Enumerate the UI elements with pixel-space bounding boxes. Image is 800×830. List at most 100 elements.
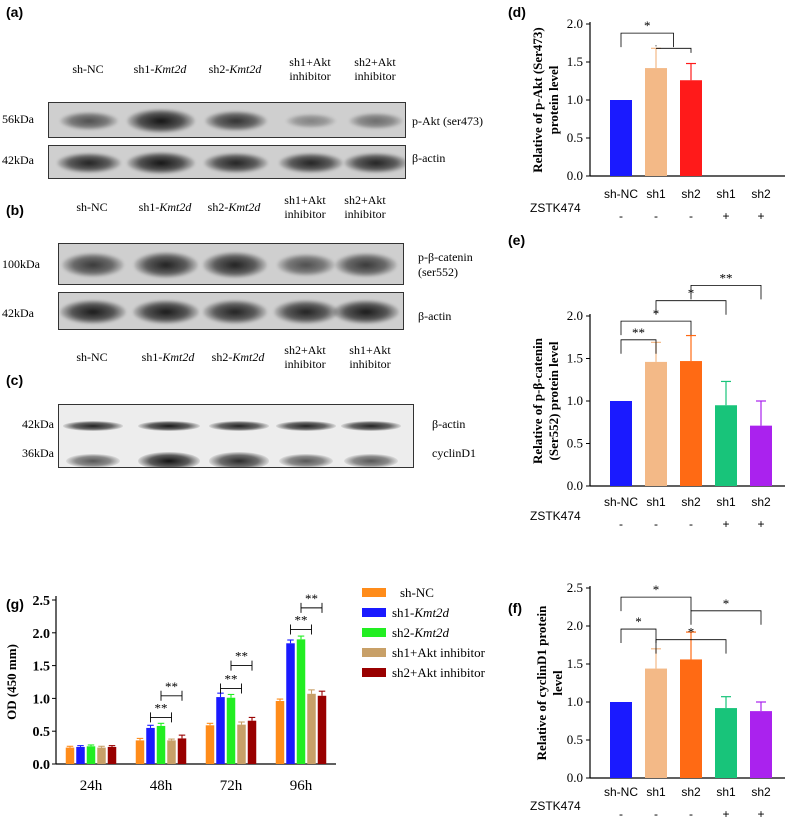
western-band bbox=[343, 453, 399, 467]
western-band bbox=[332, 300, 399, 324]
molecular-weight-label: 42kDa bbox=[2, 306, 34, 320]
lane-label-line2: inhibitor bbox=[354, 69, 396, 83]
western-band bbox=[273, 300, 339, 324]
y-tick-label: 1.5 bbox=[33, 660, 51, 675]
blot-membrane bbox=[58, 292, 404, 330]
x-category-label: sh1 bbox=[646, 495, 666, 509]
lane-label-prefix: sh-NC bbox=[76, 350, 108, 364]
bar bbox=[76, 746, 85, 764]
treatment-sign: + bbox=[757, 517, 764, 531]
western-band bbox=[203, 152, 269, 174]
bar bbox=[135, 740, 145, 764]
y-tick-label: 1.0 bbox=[33, 692, 51, 707]
lane-label-prefix: sh2+Akt bbox=[284, 343, 326, 357]
western-band bbox=[275, 421, 337, 431]
y-tick-label: 2.5 bbox=[567, 580, 583, 595]
y-tick-label: 1.0 bbox=[567, 694, 583, 709]
treatment-label: ZSTK474 bbox=[530, 509, 581, 523]
y-tick-label: 1.0 bbox=[567, 393, 583, 408]
treatment-sign: - bbox=[654, 517, 658, 531]
lane-label-prefix: sh-NC bbox=[76, 200, 108, 214]
bar bbox=[680, 80, 702, 176]
treatment-sign: - bbox=[654, 209, 658, 223]
lane-label-prefix: sh2- bbox=[207, 200, 229, 214]
bar bbox=[645, 361, 667, 486]
lane-label-prefix: sh2+Akt bbox=[354, 55, 396, 69]
y-tick-label: 0.0 bbox=[567, 770, 583, 785]
bar bbox=[97, 747, 106, 764]
y-tick-label: 2.0 bbox=[567, 308, 583, 323]
lane-label-prefix: sh2- bbox=[208, 62, 230, 76]
bar bbox=[65, 747, 75, 764]
significance-marker: ** bbox=[235, 649, 248, 664]
y-axis-title: OD (450 mm) bbox=[4, 644, 19, 720]
significance-bracket bbox=[690, 285, 762, 300]
bar bbox=[226, 697, 236, 764]
lane-label-prefix: sh1+Akt bbox=[284, 193, 326, 207]
significance-marker: * bbox=[723, 596, 730, 611]
significance-marker: * bbox=[688, 625, 695, 640]
lane-label: sh1+Akt inhibitor bbox=[270, 55, 350, 83]
western-band bbox=[202, 300, 268, 324]
bar bbox=[645, 668, 667, 778]
western-band bbox=[343, 152, 405, 174]
lane-label: sh2-Kmt2d bbox=[198, 350, 278, 364]
x-category-label: sh2 bbox=[751, 187, 771, 201]
significance-marker: * bbox=[653, 582, 660, 597]
bar bbox=[610, 702, 632, 778]
western-band bbox=[137, 451, 201, 467]
significance-bracket bbox=[620, 32, 674, 48]
y-tick-label: 0.0 bbox=[567, 168, 583, 183]
western-band bbox=[127, 109, 195, 133]
western-band bbox=[56, 152, 122, 174]
y-tick-label: 0.5 bbox=[567, 732, 583, 747]
protein-label: cyclinD1 bbox=[432, 446, 476, 460]
significance-marker: ** bbox=[165, 679, 178, 694]
x-category-label: sh-NC bbox=[604, 785, 638, 799]
treatment-sign: + bbox=[722, 209, 729, 223]
y-tick-label: 2.0 bbox=[33, 627, 51, 642]
x-category-label: sh1 bbox=[646, 187, 666, 201]
treatment-sign: - bbox=[689, 209, 693, 223]
lane-label-line2: inhibitor bbox=[344, 207, 386, 221]
y-tick-label: 2.0 bbox=[567, 16, 583, 31]
legend-swatch bbox=[362, 668, 386, 677]
treatment-sign: - bbox=[654, 807, 658, 821]
x-category-label: sh2 bbox=[751, 785, 771, 799]
panel-c-label: (c) bbox=[6, 372, 24, 388]
legend-label: sh-NC bbox=[400, 585, 434, 600]
protein-label: p-β-catenin (ser552) bbox=[418, 250, 473, 279]
western-band bbox=[208, 421, 270, 431]
protein-label: β-actin bbox=[432, 417, 466, 431]
lane-label: sh2-Kmt2d bbox=[194, 200, 274, 214]
y-axis-title: Relative of p-Akt (Ser473)protein level bbox=[530, 27, 561, 173]
western-band bbox=[59, 111, 119, 131]
x-category-label: 72h bbox=[220, 778, 243, 794]
significance-marker: ** bbox=[720, 270, 733, 285]
legend-label-gene: Kmt2d bbox=[413, 625, 449, 640]
lane-label-line2: inhibitor bbox=[284, 357, 326, 371]
lane-label-prefix: sh1- bbox=[133, 62, 155, 76]
y-tick-label: 1.0 bbox=[567, 92, 583, 107]
treatment-sign: + bbox=[722, 517, 729, 531]
legend-label-prefix: sh2+Akt inhibitor bbox=[392, 665, 486, 680]
lane-label: sh-NC bbox=[48, 62, 128, 76]
x-category-label: 24h bbox=[80, 778, 103, 794]
significance-marker: * bbox=[635, 614, 642, 629]
western-band bbox=[59, 300, 126, 324]
panel-d-label: (d) bbox=[508, 4, 526, 20]
molecular-weight-label: 56kDa bbox=[2, 112, 34, 126]
x-category-label: 48h bbox=[150, 778, 173, 794]
lane-label-gene: Kmt2d bbox=[232, 350, 265, 364]
significance-bracket bbox=[655, 300, 727, 315]
lane-label: sh2+Akt inhibitor bbox=[325, 193, 405, 221]
lane-label-prefix: sh1- bbox=[138, 200, 160, 214]
lane-label-gene: Kmt2d bbox=[154, 62, 187, 76]
panel-b-label: (b) bbox=[6, 202, 24, 218]
bar bbox=[205, 725, 215, 764]
treatment-label: ZSTK474 bbox=[530, 799, 581, 813]
western-band bbox=[340, 421, 402, 431]
treatment-sign: - bbox=[619, 517, 623, 531]
legend-label: sh1-Kmt2d bbox=[392, 605, 450, 620]
